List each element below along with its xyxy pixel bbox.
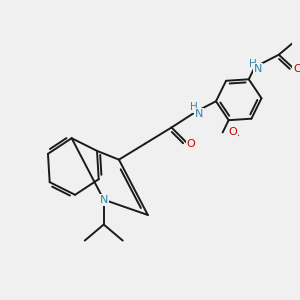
Text: H: H xyxy=(249,58,256,68)
Text: O: O xyxy=(187,139,196,148)
Text: N: N xyxy=(254,64,262,74)
Text: O: O xyxy=(228,128,237,137)
Text: H: H xyxy=(190,102,198,112)
Text: N: N xyxy=(100,195,108,205)
Text: N: N xyxy=(194,109,203,119)
Text: O: O xyxy=(293,64,300,74)
